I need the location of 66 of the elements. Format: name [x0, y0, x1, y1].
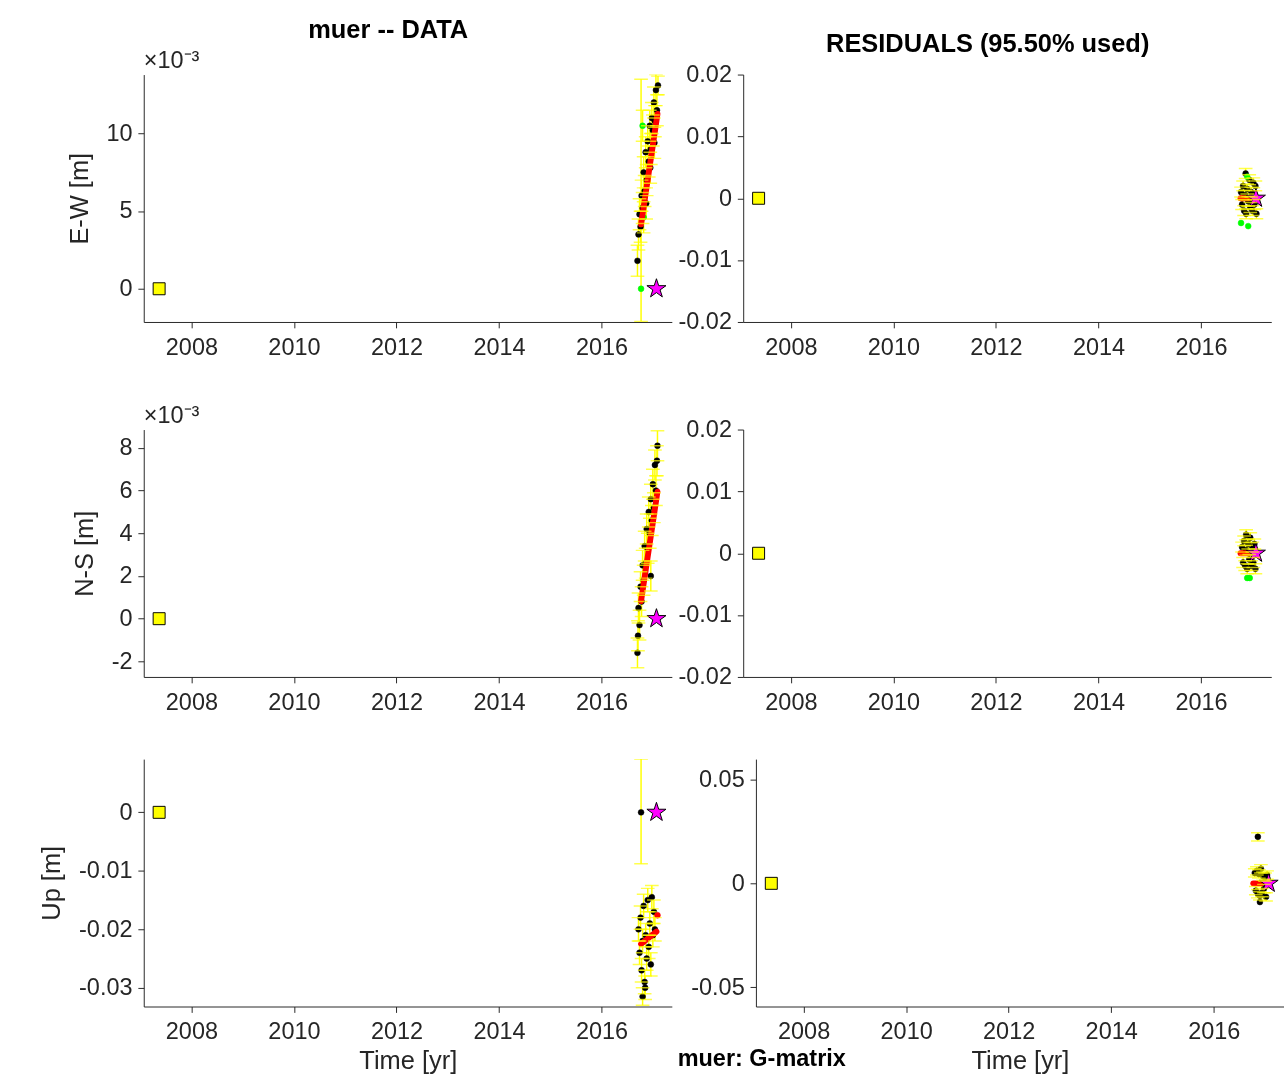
text: muer: G-matrix: [677, 1045, 846, 1072]
y-tick-label: 0: [119, 605, 133, 632]
x-tick-label: 2010: [867, 333, 921, 360]
y-tick-label: 4: [119, 519, 133, 546]
y-axis-title: E-W [m]: [64, 152, 93, 245]
x-tick-label: 2008: [165, 688, 219, 715]
y-tick-label: -0.02: [79, 915, 133, 942]
y-tick-label: 0.05: [699, 765, 745, 792]
chart-title: muer -- DATA: [308, 15, 469, 44]
x-tick-label: 2016: [1175, 688, 1228, 715]
x-tick-label: 2010: [268, 333, 321, 360]
x-tick-label: 2014: [1072, 688, 1126, 715]
x-tick-label: 2014: [473, 1018, 526, 1045]
x-tick-label: 2010: [867, 688, 921, 715]
x-tick-label: 2016: [575, 1018, 629, 1045]
x-tick-label: 2016: [1175, 333, 1228, 360]
text: ×10⁻³: [143, 401, 200, 428]
x-tick-label: 2014: [1085, 1018, 1138, 1045]
y-tick-label: -0.01: [678, 601, 732, 628]
x-tick-label: 2008: [765, 333, 818, 360]
y-tick-label: 6: [119, 476, 133, 503]
chart-title: RESIDUALS (95.50% used): [826, 29, 1150, 58]
x-tick-label: 2012: [970, 688, 1023, 715]
y-tick-label: 0: [731, 869, 745, 896]
x-tick-label: 2010: [268, 688, 321, 715]
y-tick-label: 0.01: [686, 477, 732, 504]
y-tick-label: 2: [119, 562, 133, 589]
x-tick-label: 2008: [165, 1018, 219, 1045]
y-tick-label: 0: [119, 275, 133, 302]
x-tick-label: 2010: [268, 1018, 321, 1045]
x-tick-label: 2016: [1188, 1018, 1241, 1045]
text: ×10⁻³: [143, 46, 200, 73]
y-tick-label: -0.05: [691, 973, 745, 1000]
y-tick-label: -0.01: [79, 857, 133, 884]
x-tick-label: 2008: [778, 1018, 831, 1045]
y-tick-label: 8: [119, 434, 133, 461]
x-tick-label: 2016: [575, 333, 629, 360]
y-axis-title: N-S [m]: [70, 510, 99, 597]
y-tick-label: 0: [119, 798, 133, 825]
y-tick-label: -0.02: [678, 308, 732, 335]
y-tick-label: 0.02: [686, 60, 732, 87]
y-tick-label: 10: [106, 119, 133, 146]
y-tick-label: -2: [111, 647, 133, 674]
x-tick-label: 2008: [765, 688, 818, 715]
x-tick-label: 2008: [165, 333, 219, 360]
y-tick-label: 0: [718, 184, 732, 211]
x-tick-label: 2014: [473, 333, 526, 360]
y-tick-label: 0.02: [686, 415, 732, 442]
x-tick-label: 2010: [880, 1018, 933, 1045]
x-tick-label: 2012: [983, 1018, 1036, 1045]
y-tick-label: -0.02: [678, 663, 732, 690]
y-tick-label: 5: [119, 197, 133, 224]
x-tick-label: 2012: [970, 333, 1023, 360]
y-tick-label: 0: [718, 539, 732, 566]
y-tick-label: 0.01: [686, 122, 732, 149]
y-tick-label: -0.01: [678, 246, 732, 273]
x-tick-label: 2012: [370, 688, 424, 715]
x-tick-label: 2012: [370, 1018, 424, 1045]
y-tick-label: -0.03: [79, 974, 133, 1001]
x-tick-label: 2016: [575, 688, 629, 715]
y-axis-title: Up [m]: [37, 845, 66, 921]
x-tick-label: 2014: [1072, 333, 1126, 360]
x-tick-label: 2014: [473, 688, 526, 715]
x-axis-title: Time [yr]: [359, 1045, 458, 1074]
x-axis-title: Time [yr]: [971, 1045, 1070, 1074]
x-tick-label: 2012: [370, 333, 424, 360]
